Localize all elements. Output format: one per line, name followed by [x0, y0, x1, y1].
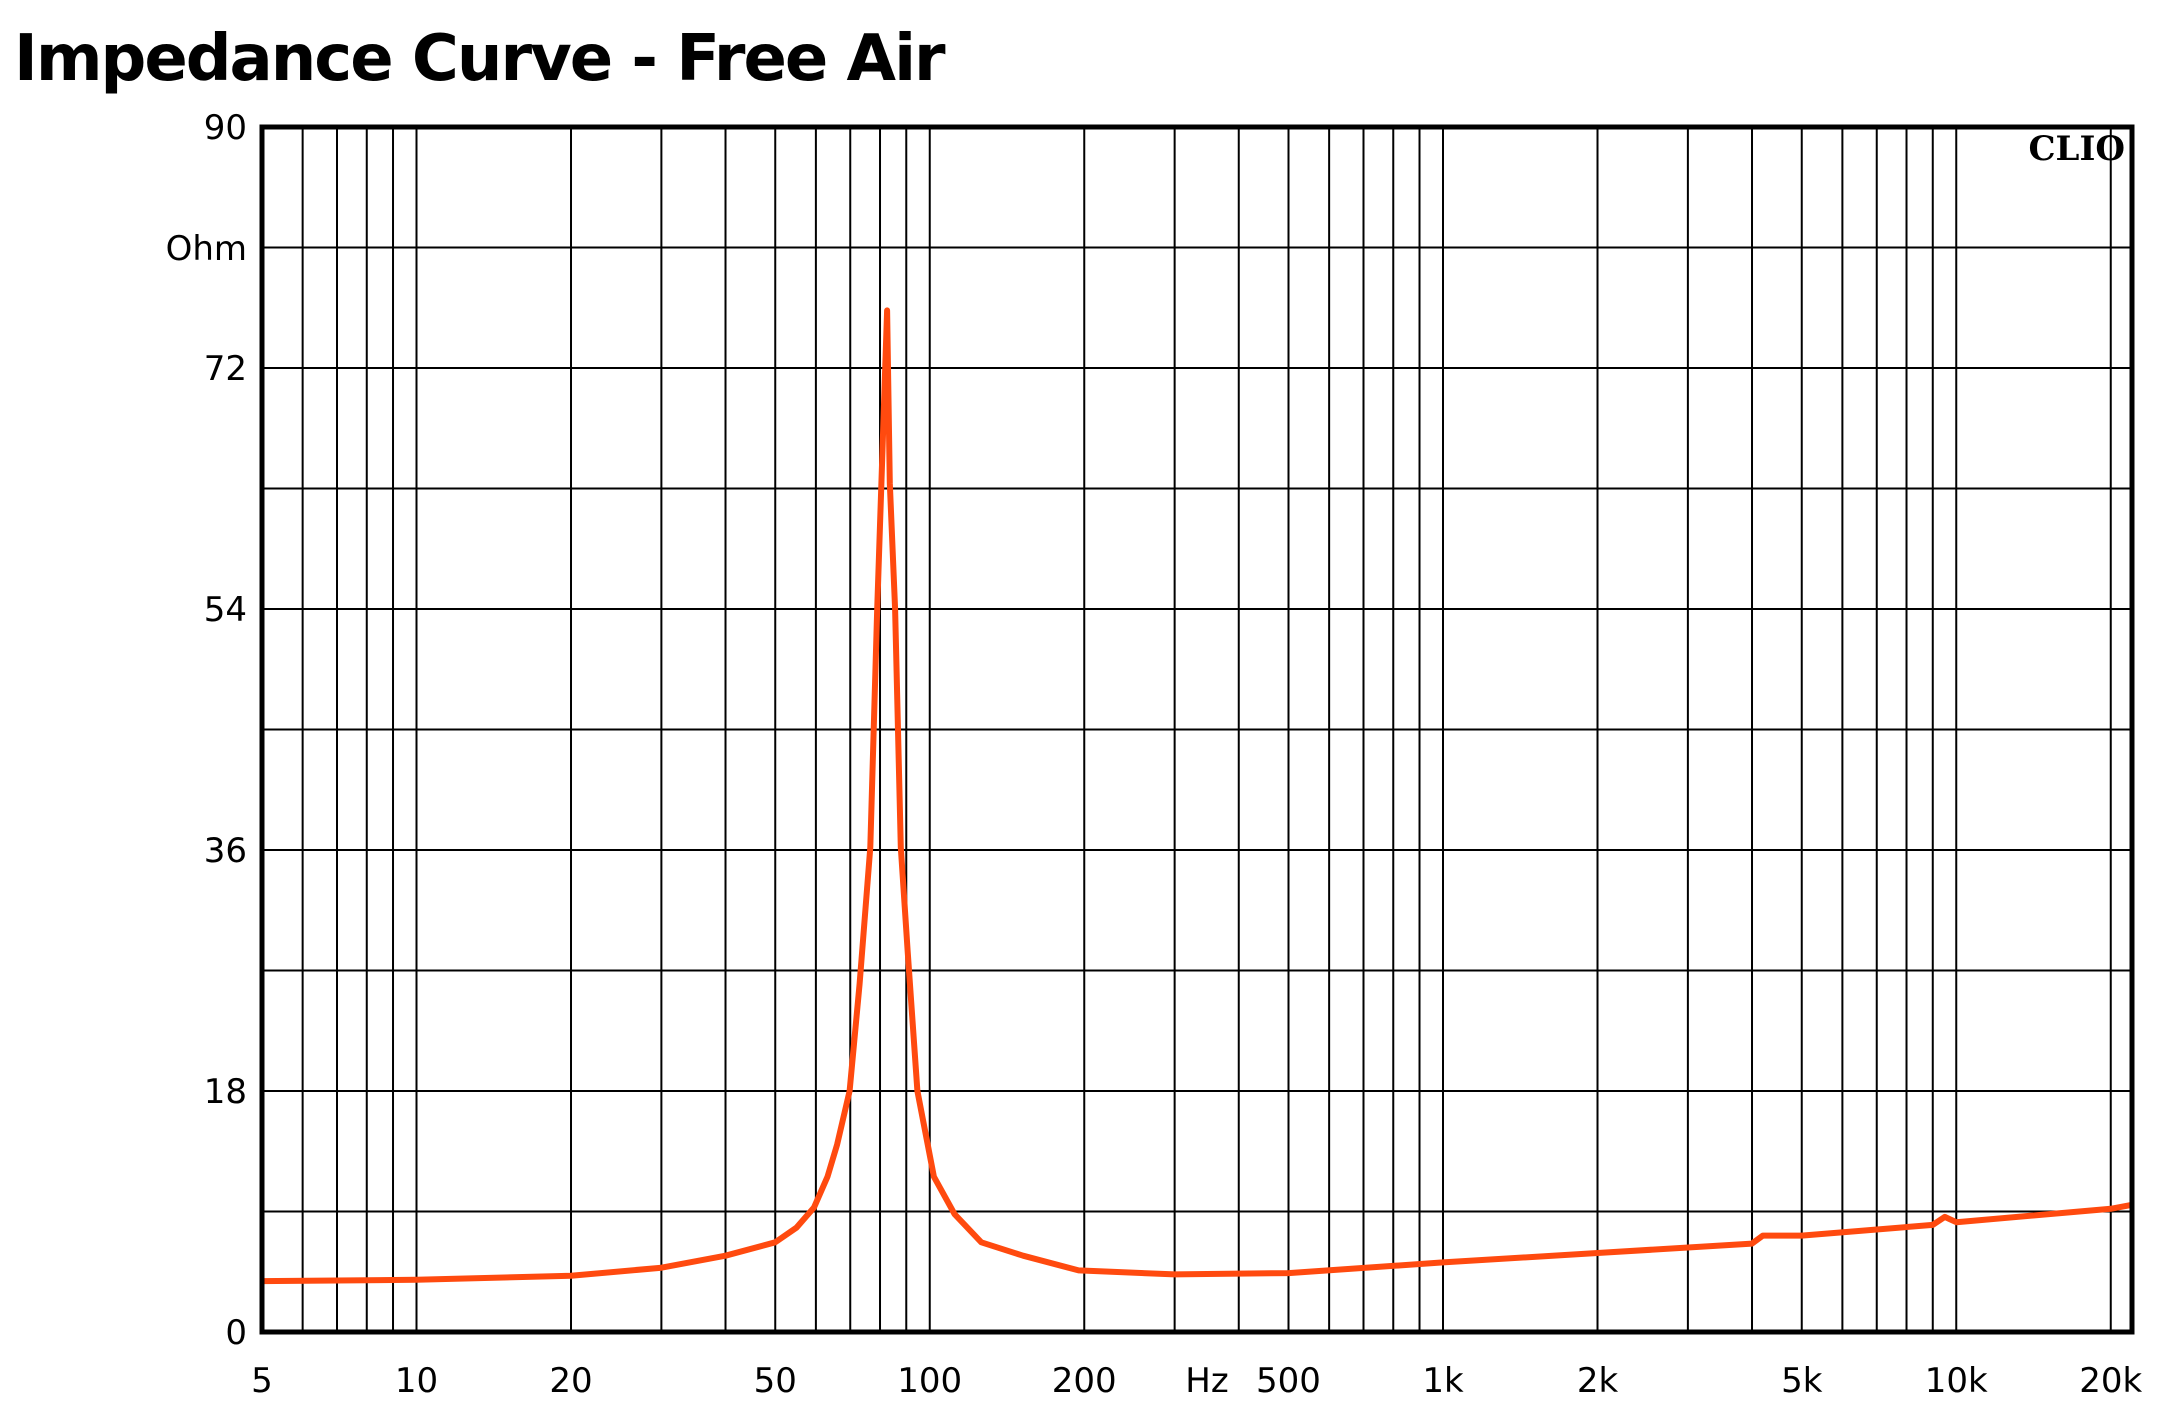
- x-tick-label: 20k: [2079, 1361, 2142, 1401]
- x-tick-label: 1k: [1422, 1361, 1464, 1401]
- y-tick-label: 18: [204, 1072, 247, 1112]
- x-tick-label: 10k: [1925, 1361, 1988, 1401]
- watermark: CLIO: [2029, 129, 2126, 169]
- x-tick-label: 5: [251, 1361, 273, 1401]
- x-axis-label: Hz: [1185, 1361, 1228, 1401]
- y-tick-label: 36: [204, 831, 247, 871]
- x-tick-label: 100: [897, 1361, 962, 1401]
- x-tick-label: 500: [1256, 1361, 1321, 1401]
- y-axis-label: Ohm: [166, 229, 247, 269]
- y-tick-label: 0: [225, 1313, 247, 1353]
- x-tick-label: 10: [395, 1361, 438, 1401]
- y-tick-label: 90: [204, 108, 247, 148]
- y-tick-label: 72: [204, 349, 247, 389]
- x-tick-label: 20: [549, 1361, 592, 1401]
- x-tick-label: 50: [754, 1361, 797, 1401]
- plot-frame: [259, 124, 2135, 1335]
- y-tick-label: 54: [204, 590, 247, 630]
- x-tick-label: 5k: [1781, 1361, 1823, 1401]
- chart-title: Impedance Curve - Free Air: [14, 22, 946, 96]
- impedance-line: [261, 307, 2133, 1285]
- x-tick-label: 2k: [1577, 1361, 1619, 1401]
- x-tick-label: 200: [1052, 1361, 1117, 1401]
